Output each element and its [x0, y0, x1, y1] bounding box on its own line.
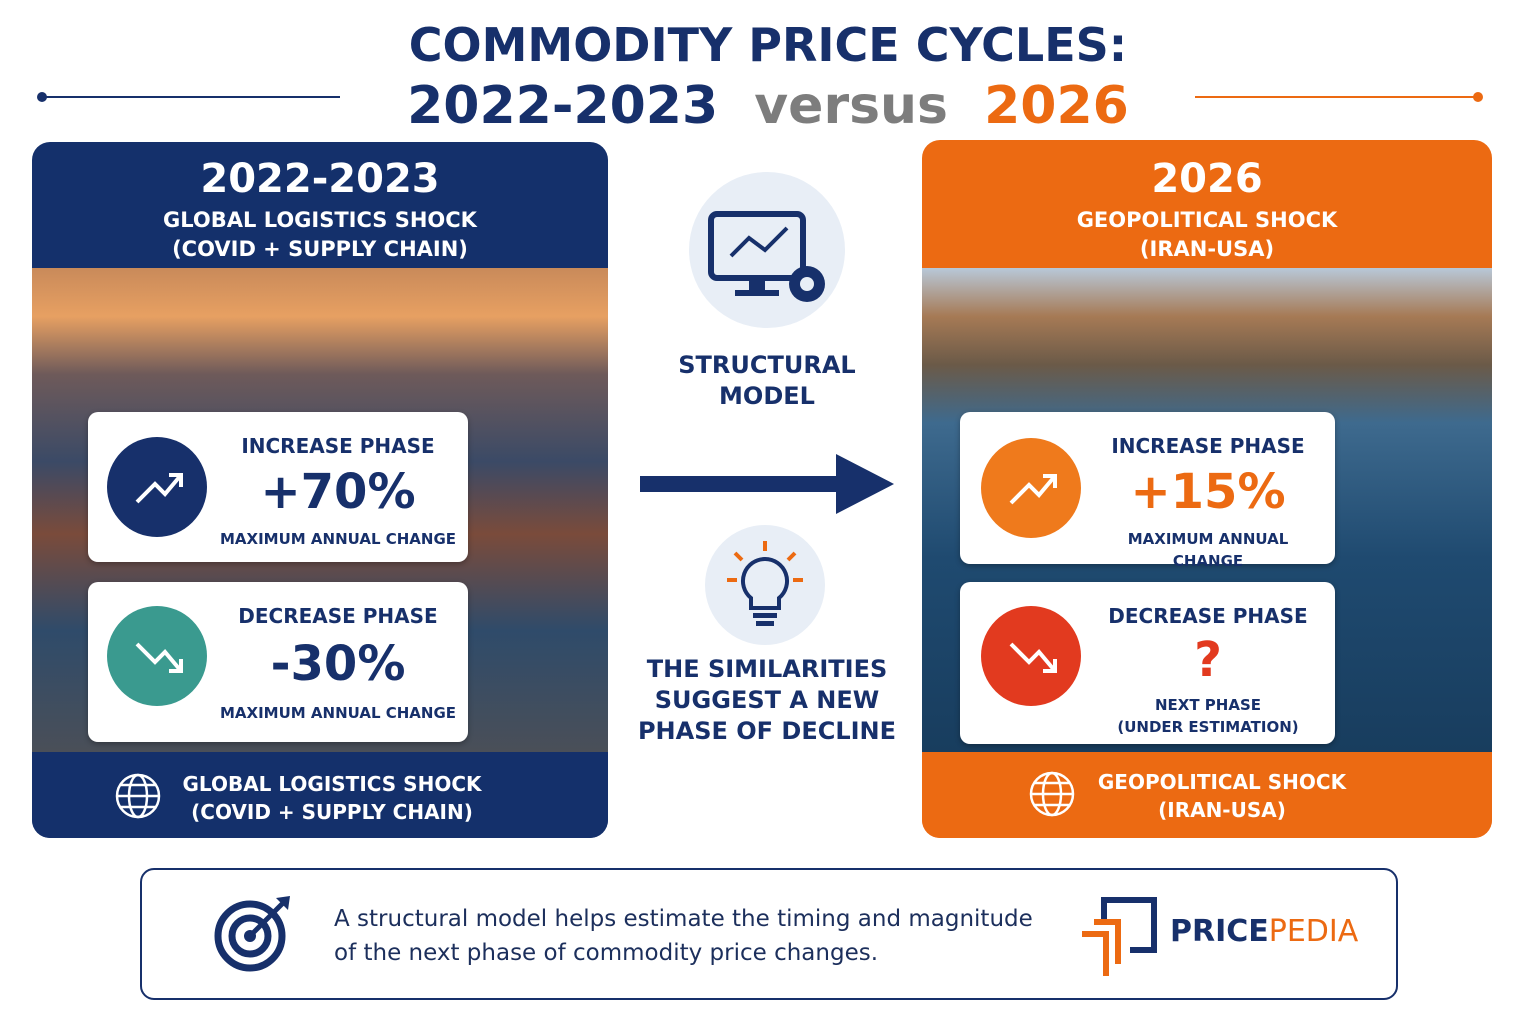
- versus: versus: [754, 76, 949, 136]
- panel-heading: GEOPOLITICAL SHOCK (IRAN-USA): [922, 206, 1492, 264]
- panel-heading: GLOBAL LOGISTICS SHOCK (COVID + SUPPLY C…: [32, 206, 608, 264]
- increase-card: INCREASE PHASE +15% MAXIMUM ANNUAL CHANG…: [960, 412, 1335, 570]
- globe-icon: [1029, 771, 1075, 817]
- phase-note: MAXIMUM ANNUAL CHANGE: [218, 528, 458, 550]
- message-line: SUGGEST A NEW: [654, 686, 880, 714]
- bulb-icon: [705, 525, 825, 645]
- phase-label: DECREASE PHASE: [1108, 604, 1308, 628]
- up-icon: [107, 437, 207, 537]
- brand-b: PEDIA: [1268, 914, 1359, 949]
- note-line: MAXIMUM ANNUAL CHANGE: [219, 530, 457, 548]
- brand: PRICEPEDIA: [1170, 914, 1358, 949]
- title-line1: COMMODITY PRICE CYCLES:: [408, 18, 1128, 72]
- globe-icon: [115, 773, 161, 819]
- note-line: (UNDER ESTIMATION): [1117, 718, 1299, 736]
- arrow: [640, 454, 894, 514]
- increase-card: INCREASE PHASE +70% MAXIMUM ANNUAL CHANG…: [88, 412, 468, 562]
- note-line: MAXIMUM ANNUAL CHANGE: [219, 704, 457, 722]
- message-line: THE SIMILARITIES: [646, 655, 888, 683]
- panel-footer: GLOBAL LOGISTICS SHOCK (COVID + SUPPLY C…: [32, 752, 608, 838]
- logo-mark: [1082, 897, 1157, 976]
- down-icon: [981, 606, 1081, 706]
- footer-line: GLOBAL LOGISTICS SHOCK: [182, 772, 482, 796]
- center-message: THE SIMILARITIES SUGGEST A NEW PHASE OF …: [620, 654, 914, 747]
- up-icon: [981, 438, 1081, 538]
- phase-label: INCREASE PHASE: [1111, 434, 1305, 458]
- footer-line: GEOPOLITICAL SHOCK: [1097, 770, 1347, 794]
- heading-line: (COVID + SUPPLY CHAIN): [172, 237, 468, 261]
- deco-line: [1195, 96, 1480, 98]
- note-line: MAXIMUM ANNUAL CHANGE: [1127, 530, 1289, 570]
- heading-line: (IRAN-USA): [1139, 237, 1275, 261]
- phase-note: MAXIMUM ANNUAL CHANGE: [218, 702, 458, 724]
- panel-year: 2022-2023: [200, 156, 440, 202]
- footer-line: of the next phase of commodity price cha…: [334, 940, 879, 966]
- phase-label: INCREASE PHASE: [241, 434, 435, 458]
- model-icon: [689, 172, 845, 328]
- title-line2: 2022-2023 versus 2026: [0, 76, 1536, 136]
- deco-dot: [37, 92, 47, 102]
- phase-label: DECREASE PHASE: [238, 604, 438, 628]
- panel-year: 2026: [1151, 156, 1263, 202]
- phase-note: NEXT PHASE (UNDER ESTIMATION): [1090, 694, 1326, 738]
- target-icon: [214, 896, 290, 972]
- down-icon: [107, 606, 207, 706]
- heading-line: GLOBAL LOGISTICS SHOCK: [163, 208, 477, 232]
- note-line: NEXT PHASE: [1154, 696, 1262, 714]
- heading-line: GEOPOLITICAL SHOCK: [1076, 208, 1338, 232]
- footer-text: GEOPOLITICAL SHOCK (IRAN-USA): [1072, 768, 1372, 824]
- decrease-card: DECREASE PHASE -30% MAXIMUM ANNUAL CHANG…: [88, 582, 468, 742]
- panel-footer: GEOPOLITICAL SHOCK (IRAN-USA): [922, 752, 1492, 838]
- phase-value: +15%: [1130, 464, 1286, 520]
- footer-text: GLOBAL LOGISTICS SHOCK (COVID + SUPPLY C…: [162, 770, 502, 826]
- phase-value: ?: [1194, 632, 1222, 688]
- decrease-card: DECREASE PHASE ? NEXT PHASE (UNDER ESTIM…: [960, 582, 1335, 744]
- phase-value: -30%: [270, 636, 406, 692]
- deco-line: [40, 96, 340, 98]
- deco-dot: [1473, 92, 1483, 102]
- period-b: 2026: [984, 76, 1129, 136]
- phase-value: +70%: [260, 464, 416, 520]
- period-a: 2022-2023: [407, 76, 719, 136]
- phase-note: MAXIMUM ANNUAL CHANGE: [1090, 528, 1326, 572]
- footer-line: (IRAN-USA): [1158, 798, 1286, 822]
- model-label: STRUCTURAL MODEL: [640, 350, 894, 412]
- message-line: PHASE OF DECLINE: [637, 717, 897, 745]
- brand-a: PRICE: [1170, 914, 1269, 949]
- footer-box: A structural model helps estimate the ti…: [140, 868, 1398, 1000]
- model-line: STRUCTURAL: [678, 351, 856, 379]
- footer-line: (COVID + SUPPLY CHAIN): [191, 800, 473, 824]
- footer-line: A structural model helps estimate the ti…: [334, 906, 1033, 932]
- footer-text: A structural model helps estimate the ti…: [334, 902, 1033, 970]
- model-line: MODEL: [719, 382, 815, 410]
